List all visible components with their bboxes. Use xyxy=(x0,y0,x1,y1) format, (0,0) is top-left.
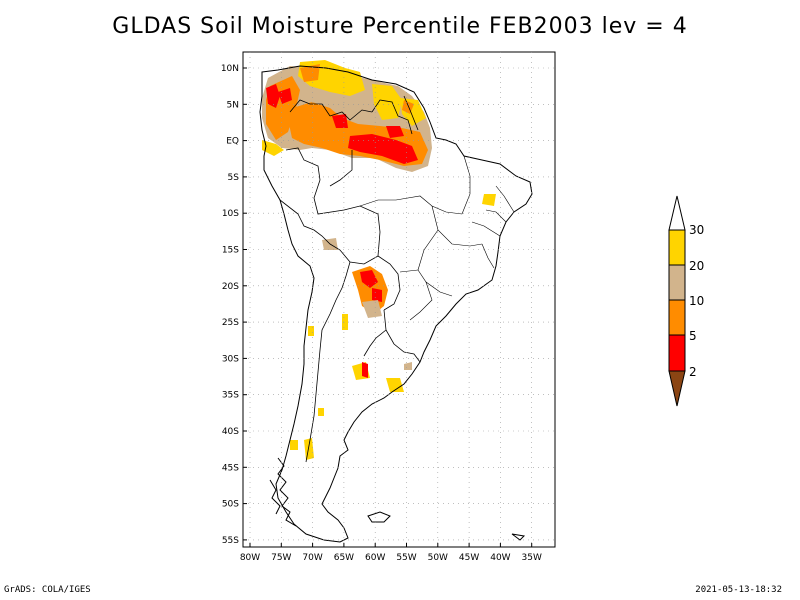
x-tick-label: 45W xyxy=(459,553,479,563)
x-tick-labels: 80W 75W 70W 65W 60W 55W 50W 45W 40W 35W xyxy=(240,543,542,563)
colorbar-segment-20-30 xyxy=(668,229,686,266)
coastline xyxy=(259,65,533,543)
y-tick-labels: 10N 5N EQ 5S 10S 15S 20S 25S 30S 35S 40S 45S 50S 55S xyxy=(221,64,247,546)
y-tick-label: EQ xyxy=(226,137,239,147)
y-tick-label: 20S xyxy=(222,282,239,292)
y-tick-label: 5N xyxy=(227,100,239,110)
x-tick-label: 75W xyxy=(271,553,291,563)
y-tick-label: 50S xyxy=(222,500,239,510)
map-grid xyxy=(243,52,555,547)
colorbar-segment-10-20 xyxy=(668,264,686,301)
y-tick-label: 40S xyxy=(222,427,239,437)
y-tick-label: 35S xyxy=(222,391,239,401)
y-tick-label: 45S xyxy=(222,463,239,473)
colorbar-segment-5-10 xyxy=(668,299,686,336)
y-tick-label: 5S xyxy=(228,173,240,183)
colorbar-label-30: 30 xyxy=(689,223,704,237)
y-tick-label: 15S xyxy=(222,246,239,256)
colorbar-segment-2-5 xyxy=(668,334,686,372)
x-tick-label: 60W xyxy=(365,553,385,563)
x-tick-label: 70W xyxy=(302,553,322,563)
x-tick-label: 80W xyxy=(240,553,260,563)
y-tick-label: 30S xyxy=(222,354,239,364)
y-tick-label: 25S xyxy=(222,318,239,328)
x-tick-label: 65W xyxy=(334,553,354,563)
map-frame xyxy=(242,51,556,548)
colorbar-label-20: 20 xyxy=(689,259,704,273)
colorbar-label-5: 5 xyxy=(689,329,697,343)
colorbar-segment-above-30 xyxy=(668,195,686,231)
anomaly-shading xyxy=(262,60,496,460)
colorbar-label-2: 2 xyxy=(689,365,697,379)
country-borders xyxy=(279,95,421,463)
x-tick-label: 35W xyxy=(522,553,542,563)
grads-credit: GrADS: COLA/IGES xyxy=(4,585,91,595)
colorbar-segment-below-2 xyxy=(668,370,686,407)
map-title: GLDAS Soil Moisture Percentile FEB2003 l… xyxy=(112,14,688,39)
y-tick-label: 10N xyxy=(221,64,239,74)
state-borders xyxy=(359,155,515,321)
y-tick-label: 10S xyxy=(222,209,239,219)
y-tick-label: 55S xyxy=(222,536,239,546)
colorbar-label-10: 10 xyxy=(689,294,704,308)
x-tick-label: 40W xyxy=(490,553,510,563)
timestamp: 2021-05-13-18:32 xyxy=(695,585,782,595)
colorbar-legend: 30 20 10 5 2 xyxy=(668,195,704,407)
x-tick-label: 55W xyxy=(396,553,416,563)
x-tick-label: 50W xyxy=(428,553,448,563)
